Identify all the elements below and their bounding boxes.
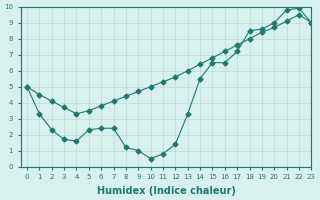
X-axis label: Humidex (Indice chaleur): Humidex (Indice chaleur) [97,186,236,196]
